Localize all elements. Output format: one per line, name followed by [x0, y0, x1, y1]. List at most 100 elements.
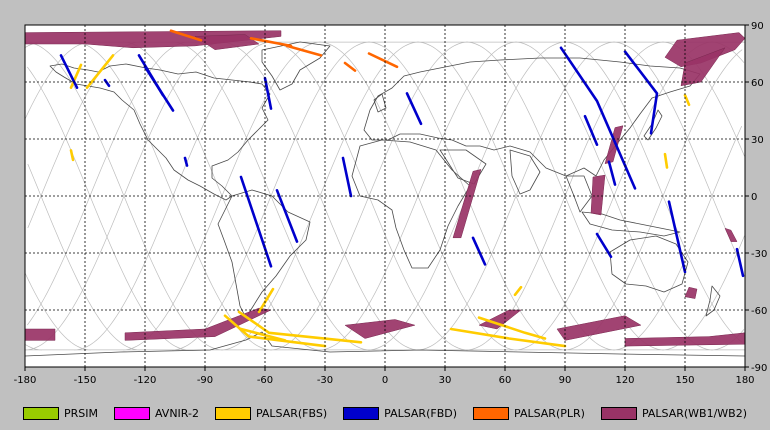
legend-label: PALSAR(FBS)	[255, 406, 328, 420]
y-tick-label: 90	[751, 21, 764, 32]
coverage-segment	[449, 327, 567, 348]
coverage-segment	[285, 44, 323, 57]
coverage-segment	[471, 236, 487, 266]
coverage-segment	[237, 310, 363, 344]
legend-swatch	[214, 406, 251, 420]
y-tick-label: 30	[751, 135, 764, 146]
coverage-region	[124, 307, 272, 341]
legend-item: PALSAR(PLR)	[473, 406, 585, 420]
coverage-segment	[367, 52, 399, 69]
coverage-region	[604, 125, 624, 165]
x-tick-label: 60	[499, 375, 512, 386]
legend-label: PALSAR(FBD)	[384, 406, 458, 420]
coverage-region	[590, 174, 606, 216]
india-outline	[509, 149, 541, 195]
coverage-segment	[275, 189, 299, 243]
legend-label: PALSAR(WB1/WB2)	[641, 406, 748, 420]
legend-item: PALSAR(FBS)	[214, 406, 328, 420]
x-tick-label: -60	[257, 375, 273, 386]
coverage-segment	[607, 160, 617, 186]
coverage-segment	[143, 65, 175, 112]
coverage-segment	[405, 92, 423, 126]
legend-label: AVNIR-2	[154, 406, 199, 420]
antarctica-outline	[24, 331, 746, 357]
coverage-map: -180 -150 -120 -90 -60 -30 0 30 60 90 120 150 180 90 6…	[14, 21, 768, 386]
x-tick-label: 0	[382, 375, 388, 386]
legend-swatch	[113, 406, 150, 420]
legend-item: AVNIR-2	[113, 406, 199, 420]
coverage-region	[452, 169, 482, 239]
coverage-segment	[103, 78, 111, 88]
greenland-outline	[261, 41, 331, 91]
coverage-segment	[513, 285, 523, 297]
coverage-region	[724, 227, 738, 242]
coverage-segment	[343, 61, 357, 72]
legend-swatch	[473, 406, 510, 420]
coverage-segment	[341, 156, 353, 198]
x-tick-label: 150	[675, 375, 694, 386]
orbit-track	[24, 41, 743, 351]
coverage-segment	[559, 46, 637, 190]
coverage-segment	[69, 63, 83, 89]
coverage-segment	[663, 152, 669, 169]
coverage-region	[24, 328, 56, 341]
coverage-region	[24, 30, 282, 49]
africa-outline	[351, 139, 471, 269]
orbit-track	[27, 41, 745, 351]
x-tick-label: 180	[735, 375, 754, 386]
axis-ticks: -180 -150 -120 -90 -60 -30 0 30 60 90 120 150 180 90 6…	[14, 21, 768, 386]
coverage-segment	[183, 156, 189, 167]
y-tick-label: -60	[751, 306, 767, 317]
y-tick-label: 0	[751, 192, 757, 203]
coastlines	[24, 41, 746, 357]
japan-outline	[643, 109, 663, 141]
new-zealand-outline	[705, 285, 721, 317]
y-tick-label: -30	[751, 249, 767, 260]
coverage-segment	[69, 149, 75, 162]
coverage-segment	[257, 287, 275, 314]
coverage-segment	[263, 76, 273, 110]
coverage-segment	[683, 94, 691, 107]
coverage-region	[194, 34, 260, 50]
legend-item: PALSAR(WB1/WB2)	[600, 406, 748, 420]
legend: PRSIM AVNIR-2 PALSAR(FBS) PALSAR(FBD) PALSAR…	[0, 401, 770, 425]
coverage-segment	[239, 327, 287, 342]
coverage-segment	[249, 36, 293, 48]
southeast-asia-outline	[565, 175, 593, 213]
coverage-segment	[595, 232, 613, 259]
coverage-segment	[239, 175, 273, 268]
coverage-segment	[477, 316, 547, 340]
coverage-segment	[623, 50, 659, 135]
coverage-segment	[223, 314, 327, 348]
australia-outline	[609, 235, 689, 293]
coverage-segment	[583, 114, 599, 146]
legend-item: PRSIM	[22, 406, 98, 420]
arabia-outline	[439, 149, 487, 185]
coverage-segment	[85, 54, 115, 89]
x-tick-label: -120	[134, 375, 157, 386]
north-america-outline	[49, 63, 271, 201]
legend-swatch	[343, 406, 380, 420]
x-tick-label: -30	[317, 375, 333, 386]
x-tick-label: -150	[74, 375, 97, 386]
legend-label: PALSAR(PLR)	[514, 406, 585, 420]
x-tick-label: 30	[439, 375, 452, 386]
uk-outline	[373, 93, 387, 113]
legend-label: PRSIM	[63, 406, 98, 420]
indonesia-outline	[581, 211, 681, 237]
coverage-region	[684, 286, 698, 299]
y-tick-label: 60	[751, 78, 764, 89]
coverage-region	[556, 315, 642, 341]
x-tick-label: 120	[615, 375, 634, 386]
y-tick-label: -90	[751, 363, 767, 374]
coverage-segment	[169, 29, 203, 42]
legend-swatch	[22, 406, 59, 420]
x-tick-label: -180	[14, 375, 37, 386]
legend-swatch	[600, 406, 637, 420]
coverage-segment	[667, 200, 687, 274]
x-tick-label: -90	[197, 375, 213, 386]
coverage-segment	[735, 247, 745, 278]
lat-lon-grid	[25, 25, 745, 367]
coverage-region	[344, 319, 416, 339]
